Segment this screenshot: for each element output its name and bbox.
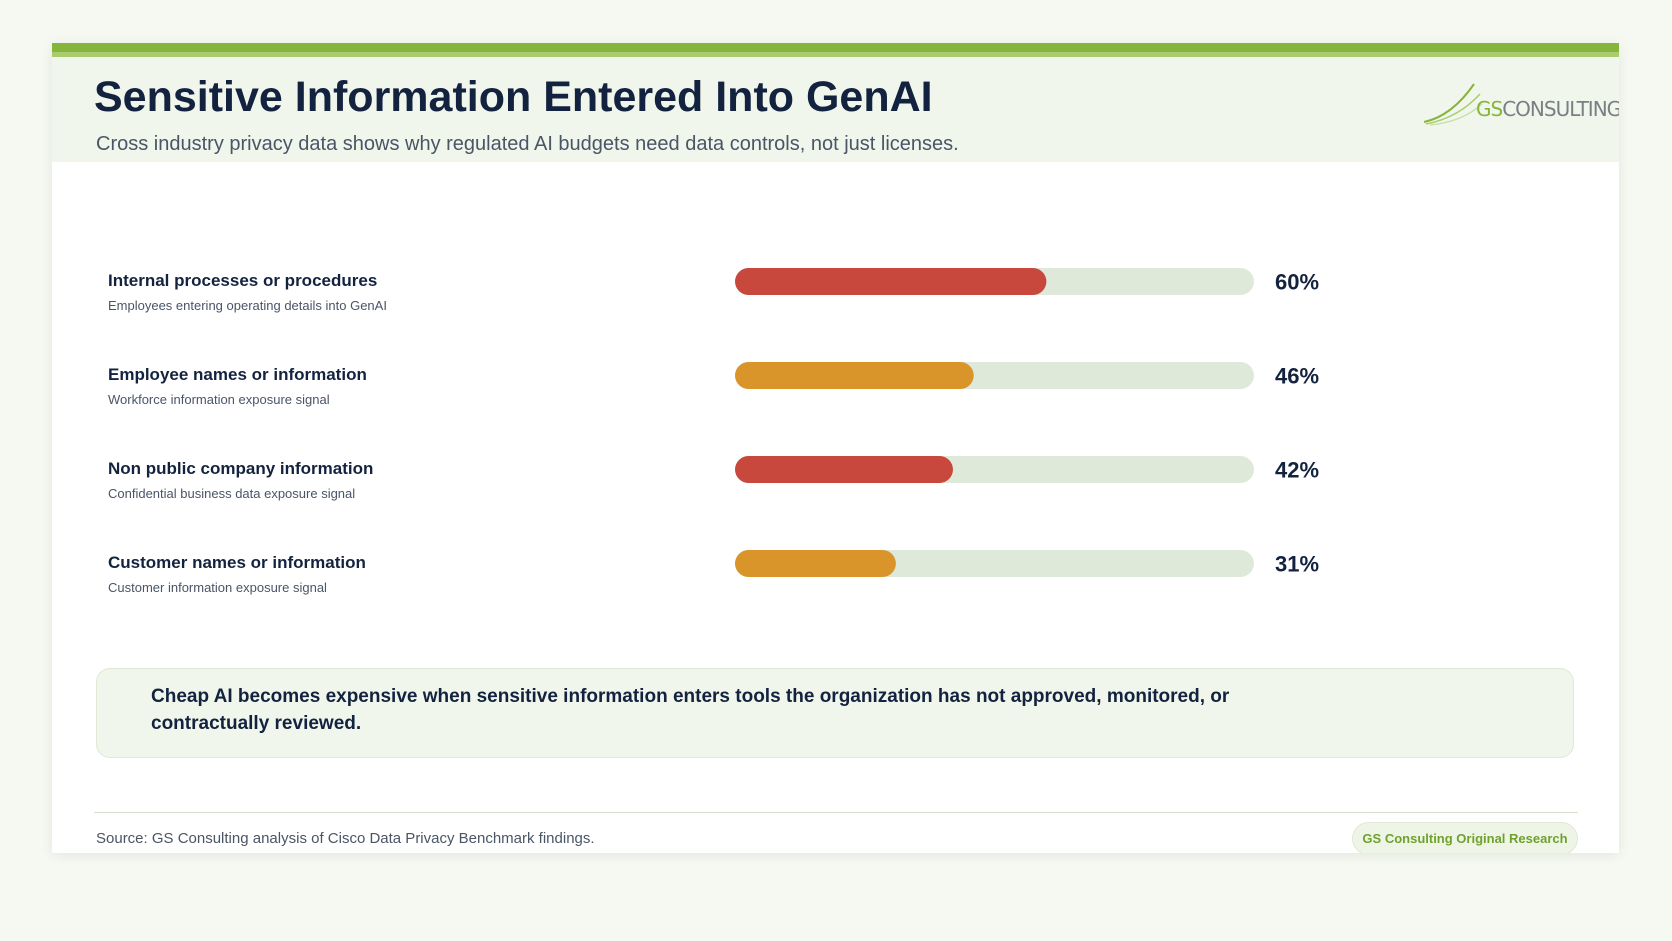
svg-text:GSCONSULTING: GSCONSULTING xyxy=(1476,97,1619,121)
category-description: Customer information exposure signal xyxy=(108,580,327,595)
callout-text: Cheap AI becomes expensive when sensitiv… xyxy=(151,686,1230,734)
category-label: Customer names or information xyxy=(108,553,366,572)
badge: GS Consulting Original Research xyxy=(1352,822,1578,853)
logo-accent: GS xyxy=(1476,97,1502,121)
subtitle: Cross industry privacy data shows why re… xyxy=(96,133,959,155)
callout: Cheap AI becomes expensive when sensitiv… xyxy=(96,668,1574,758)
category-label: Non public company information xyxy=(108,459,373,478)
header: Sensitive Information Entered Into GenAI… xyxy=(52,57,1619,162)
category-label: Internal processes or procedures xyxy=(108,271,377,290)
bar xyxy=(735,550,896,577)
card: Sensitive Information Entered Into GenAI… xyxy=(52,43,1619,853)
value-label: 42% xyxy=(1275,458,1319,483)
accent-strip xyxy=(52,52,1619,57)
category-description: Confidential business data exposure sign… xyxy=(108,486,355,501)
value-label: 31% xyxy=(1275,552,1319,577)
bar xyxy=(735,362,974,389)
chart: Internal processes or procedures Employee… xyxy=(108,268,1319,595)
bar xyxy=(735,268,1047,295)
category-description: Workforce information exposure signal xyxy=(108,392,330,407)
logo-text: CONSULTING xyxy=(1502,97,1619,121)
divider xyxy=(94,812,1578,813)
category-description: Employees entering operating details int… xyxy=(108,298,387,313)
value-label: 60% xyxy=(1275,270,1319,295)
logo: GSCONSULTING xyxy=(1423,83,1619,126)
value-label: 46% xyxy=(1275,364,1319,389)
accent-strip xyxy=(52,43,1619,52)
bar xyxy=(735,456,953,483)
source: Source: GS Consulting analysis of Cisco … xyxy=(96,830,595,847)
title: Sensitive Information Entered Into GenAI xyxy=(94,73,933,121)
category-label: Employee names or information xyxy=(108,365,367,384)
